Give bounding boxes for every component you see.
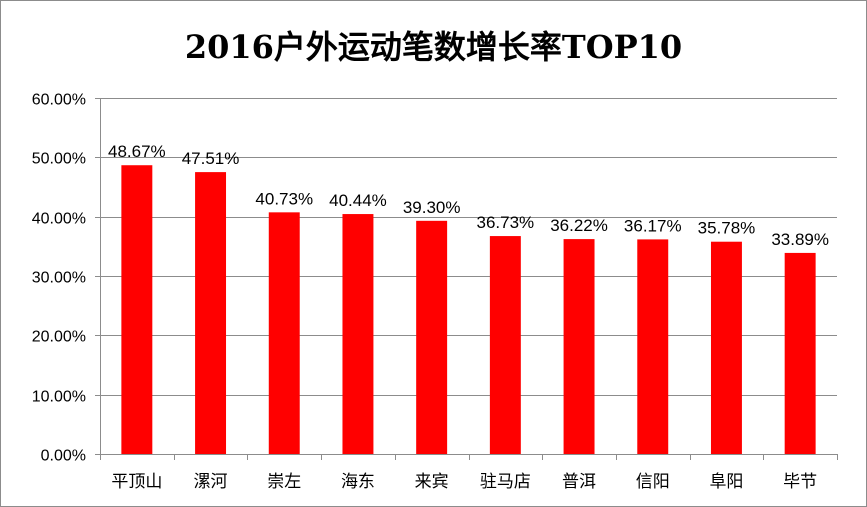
category-label: 崇左 (267, 472, 301, 492)
chart-title: 2016户外运动笔数增长率TOP10 (184, 28, 683, 66)
data-label: 36.73% (477, 213, 535, 232)
y-tick-label: 40.00% (32, 211, 86, 228)
category-label: 海东 (341, 472, 375, 492)
data-label: 47.51% (182, 149, 240, 168)
category-label: 毕节 (783, 472, 817, 492)
bar (637, 239, 669, 454)
category-label: 漯河 (194, 472, 228, 492)
bar (416, 220, 448, 454)
bar (195, 172, 227, 454)
data-label: 36.17% (624, 216, 682, 235)
y-tick-label: 0.00% (41, 448, 86, 465)
category-label: 来宾 (415, 472, 449, 492)
data-label: 35.78% (698, 219, 756, 238)
category-label: 普洱 (562, 472, 596, 492)
data-label: 36.22% (550, 216, 608, 235)
bar (268, 212, 300, 454)
y-tick-labels: 0.00% 10.00% 20.00% 30.00% 40.00% 50.00% 60.00… (32, 92, 86, 465)
bar (710, 241, 742, 454)
bar (121, 165, 153, 454)
y-tick-label: 60.00% (32, 92, 86, 109)
category-labels: 平顶山 漯河 崇左 海东 来宾 驻马店 普洱 信阳 阜阳 毕节 (111, 472, 817, 492)
category-label: 阜阳 (709, 472, 743, 492)
data-label: 40.44% (329, 191, 387, 210)
data-labels: 48.67% 47.51% 40.73% 40.44% 39.30% 36.73% 36.2… (108, 142, 829, 249)
y-tick-label: 50.00% (32, 151, 86, 168)
data-label: 40.73% (255, 189, 313, 208)
y-tick-label: 30.00% (32, 270, 86, 287)
y-tick-label: 10.00% (32, 389, 86, 406)
bar (784, 252, 816, 454)
bars (121, 165, 816, 454)
bar (342, 214, 374, 454)
y-tick-label: 20.00% (32, 329, 86, 346)
category-label: 驻马店 (480, 472, 531, 492)
category-label: 信阳 (636, 472, 670, 492)
bar (563, 239, 595, 454)
data-label: 39.30% (403, 198, 461, 217)
data-label: 33.89% (771, 230, 829, 249)
data-label: 48.67% (108, 142, 166, 161)
bar (489, 236, 521, 454)
category-label: 平顶山 (111, 472, 162, 492)
axes (95, 98, 838, 460)
